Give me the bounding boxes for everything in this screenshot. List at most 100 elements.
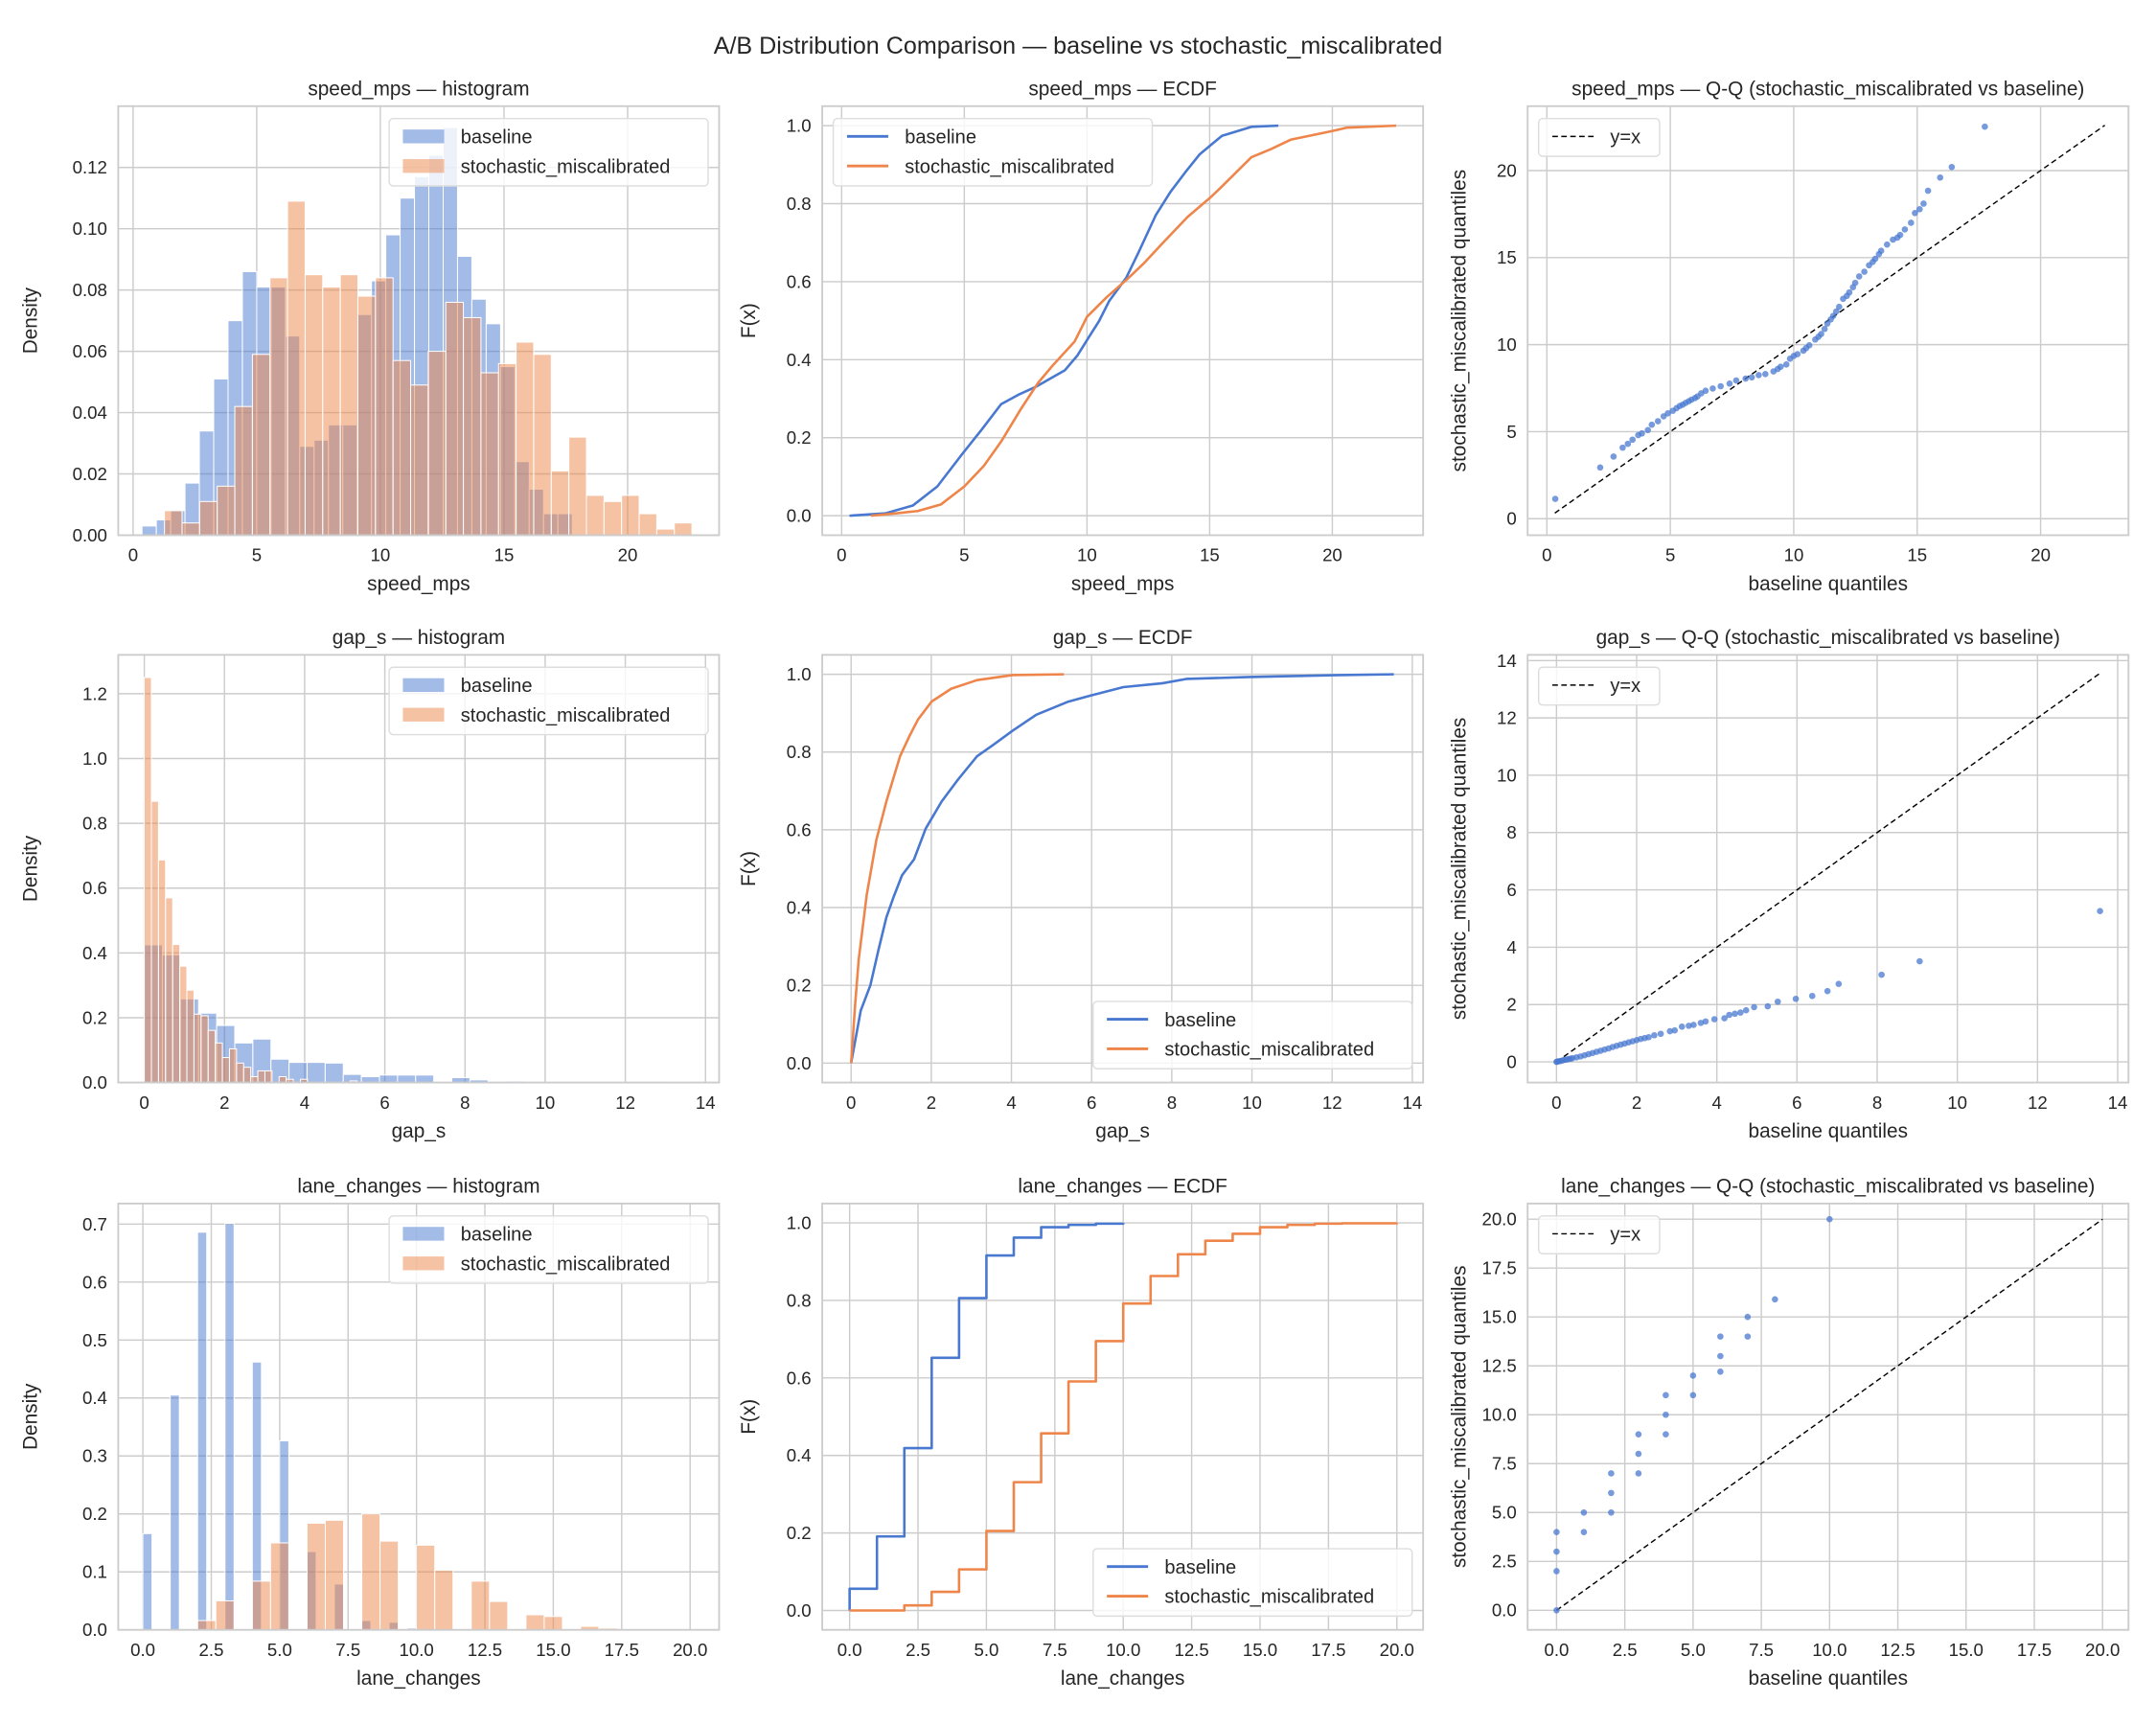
qq-point: [1916, 957, 1923, 965]
histogram-bar-stochastic_miscalibrated: [251, 354, 271, 536]
legend-label: baseline: [1164, 1010, 1236, 1031]
legend-swatch: [402, 129, 445, 144]
y-tick-label: 0.7: [82, 1214, 107, 1234]
y-axis-label: F(x): [738, 303, 760, 338]
histogram-bar-stochastic_miscalibrated: [200, 1015, 209, 1083]
histogram-bar-stochastic_miscalibrated: [157, 859, 167, 1083]
x-tick-label: 14: [696, 1092, 716, 1113]
y-tick-label: 0.2: [82, 1504, 107, 1524]
histogram-bar-stochastic_miscalibrated: [179, 965, 188, 1083]
y-tick-label: 6: [1506, 880, 1516, 900]
x-tick-label: 2: [927, 1092, 936, 1113]
x-tick-label: 0: [139, 1092, 149, 1113]
x-tick-label: 20.0: [1380, 1640, 1414, 1660]
qq-point: [1651, 1031, 1658, 1039]
legend-label: baseline: [461, 127, 533, 149]
x-axis-label: baseline quantiles: [1749, 1120, 1909, 1142]
y-tick-label: 0.0: [787, 506, 812, 526]
qq-point: [1648, 421, 1656, 428]
qq-point: [1663, 1392, 1669, 1399]
x-tick-label: 2.5: [906, 1640, 930, 1660]
qq-point: [1580, 1508, 1588, 1516]
legend-label: y=x: [1610, 1225, 1640, 1246]
subplot-title: lane_changes — ECDF: [1018, 1175, 1227, 1197]
qq-point: [1937, 173, 1944, 181]
axes-frame: [821, 104, 1425, 537]
x-tick-label: 15.0: [1243, 1640, 1277, 1660]
legend-swatch: [402, 1227, 445, 1241]
y-tick-label: 12: [1497, 708, 1517, 728]
histogram-bar-stochastic_miscalibrated: [480, 372, 499, 536]
x-tick-label: 12.5: [1880, 1640, 1915, 1660]
legend-label: stochastic_miscalibrated: [461, 1254, 671, 1275]
qq-point: [1794, 351, 1801, 357]
y-tick-label: 0.0: [82, 1620, 107, 1640]
histogram-bar-stochastic_miscalibrated: [236, 1062, 244, 1083]
legend-label: y=x: [1610, 676, 1640, 697]
histogram-bar-stochastic_miscalibrated: [264, 1070, 273, 1083]
x-tick-label: 2.5: [1613, 1640, 1638, 1660]
y-tick-label: 0.2: [787, 976, 812, 996]
x-tick-label: 15.0: [1949, 1640, 1984, 1660]
qq-point: [1710, 1016, 1718, 1023]
qq-point: [1877, 247, 1885, 255]
x-tick-label: 8: [1167, 1092, 1177, 1113]
qq-point: [1663, 1411, 1669, 1418]
subplot-title: gap_s — Q-Q (stochastic_miscalibrated vs…: [1596, 627, 2060, 649]
x-tick-label: 10: [1947, 1092, 1967, 1113]
qq-point: [1777, 363, 1784, 370]
legend: baseline stochastic_miscalibrated: [1092, 1000, 1413, 1070]
plot-area: [1527, 1203, 2129, 1630]
histogram-bar-stochastic_miscalibrated: [164, 510, 183, 536]
x-tick-label: 12: [615, 1092, 635, 1113]
y-tick-label: 4: [1506, 937, 1516, 957]
histogram-bar-stochastic_miscalibrated: [489, 1600, 509, 1630]
y-tick-label: 0.02: [73, 464, 107, 484]
qq-point: [1924, 187, 1932, 195]
y-axis-label: stochastic_miscalibrated quantiles: [1449, 170, 1471, 472]
ecdf-line-stochastic_miscalibrated: [870, 124, 1397, 518]
legend-entry-baseline: baseline: [846, 127, 976, 149]
histogram-bar-stochastic_miscalibrated: [207, 1029, 217, 1083]
reference-line-y-equals-x: [1556, 1218, 2103, 1611]
x-axis-label: speed_mps: [1071, 573, 1175, 595]
legend-box: [832, 117, 1154, 187]
y-axis-label: Density: [20, 835, 42, 902]
histogram-bar-stochastic_miscalibrated: [193, 1013, 202, 1083]
y-axis-label: F(x): [738, 1399, 760, 1435]
histogram-bar-stochastic_miscalibrated: [269, 277, 288, 536]
marks: [1551, 123, 2105, 515]
legend: y=x: [1537, 117, 1661, 157]
x-tick-label: 5: [252, 545, 262, 565]
qq-point: [1689, 1392, 1697, 1399]
qq-point: [1982, 123, 1988, 130]
histogram-bar-stochastic_miscalibrated: [339, 274, 358, 536]
x-tick-label: 10: [536, 1092, 556, 1113]
legend-label: stochastic_miscalibrated: [1164, 1587, 1374, 1608]
x-tick-label: 10.0: [400, 1640, 434, 1660]
x-tick-label: 20: [618, 545, 638, 565]
subplot-title: gap_s — ECDF: [1053, 627, 1193, 649]
y-tick-label: 0.04: [73, 402, 107, 423]
qq-point: [1709, 385, 1716, 392]
histogram-bar-stochastic_miscalibrated: [228, 1047, 238, 1083]
subplot-title: lane_changes — histogram: [297, 1175, 539, 1197]
qq-point: [1635, 1450, 1642, 1458]
histogram-bar-stochastic_miscalibrated: [410, 384, 429, 536]
qq-point: [1823, 987, 1831, 995]
histogram-bar-stochastic_miscalibrated: [445, 301, 465, 536]
y-tick-label: 0.6: [82, 1272, 107, 1292]
subplot-title: gap_s — histogram: [333, 627, 505, 649]
marks: [142, 1223, 618, 1630]
x-tick-label: 5.0: [1681, 1640, 1706, 1660]
x-tick-label: 14: [1403, 1092, 1423, 1113]
histogram-bar-baseline: [142, 1532, 153, 1630]
legend-box: [388, 1215, 709, 1284]
histogram-bar-stochastic_miscalibrated: [497, 362, 517, 536]
x-tick-label: 10: [1077, 545, 1097, 565]
x-tick-label: 0.0: [837, 1640, 862, 1660]
histogram-bar-stochastic_miscalibrated: [215, 1599, 235, 1630]
subplot-ecdf: 0 2 4 6 8 10 12 14 0.0 0.2 0.4 0.6 0.8 1.0 gap_s — ECD…: [738, 627, 1425, 1142]
x-tick-label: 20.0: [2085, 1640, 2120, 1660]
legend-label: stochastic_miscalibrated: [461, 156, 671, 177]
